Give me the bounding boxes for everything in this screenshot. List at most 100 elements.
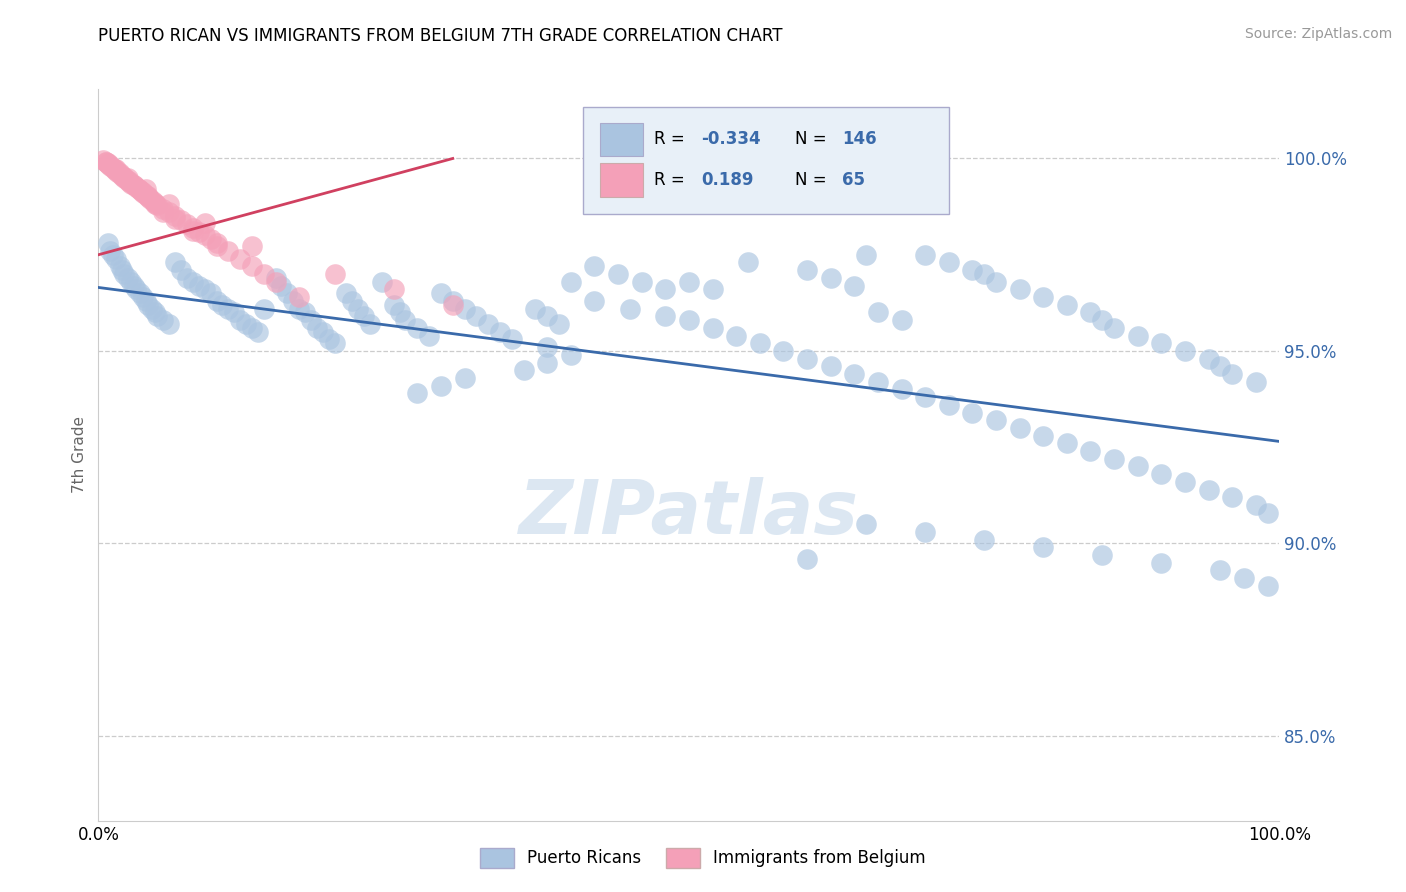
Point — [112, 170, 135, 185]
Point — [115, 172, 138, 186]
FancyBboxPatch shape — [600, 163, 643, 197]
Point — [143, 197, 166, 211]
Point — [678, 313, 700, 327]
Point — [121, 275, 143, 289]
Text: -0.334: -0.334 — [700, 130, 761, 148]
Point — [200, 232, 222, 246]
Point — [312, 325, 335, 339]
Point — [702, 282, 724, 296]
Point — [548, 317, 571, 331]
Point — [654, 310, 676, 324]
Point — [1056, 436, 1078, 450]
Point — [240, 239, 263, 253]
Text: 65: 65 — [842, 171, 866, 189]
Point — [607, 267, 630, 281]
Point — [143, 305, 166, 319]
Point — [117, 270, 139, 285]
Point — [318, 333, 340, 347]
Point — [235, 317, 257, 331]
Point — [388, 305, 411, 319]
Point — [283, 293, 305, 308]
Point — [962, 263, 984, 277]
Point — [1209, 359, 1232, 374]
Point — [1244, 498, 1267, 512]
Point — [678, 275, 700, 289]
Text: PUERTO RICAN VS IMMIGRANTS FROM BELGIUM 7TH GRADE CORRELATION CHART: PUERTO RICAN VS IMMIGRANTS FROM BELGIUM … — [98, 27, 783, 45]
Point — [128, 181, 150, 195]
Point — [128, 286, 150, 301]
Point — [205, 293, 228, 308]
Point — [112, 267, 135, 281]
Point — [176, 270, 198, 285]
Point — [104, 162, 127, 177]
Point — [108, 167, 131, 181]
Point — [288, 290, 311, 304]
Text: N =: N = — [796, 130, 832, 148]
Point — [1150, 336, 1173, 351]
Point — [890, 383, 912, 397]
Point — [536, 310, 558, 324]
Point — [276, 286, 298, 301]
Point — [820, 270, 842, 285]
Point — [536, 340, 558, 354]
Point — [737, 255, 759, 269]
Point — [240, 321, 263, 335]
Point — [1150, 556, 1173, 570]
Point — [501, 333, 523, 347]
Point — [94, 155, 117, 169]
Point — [111, 263, 134, 277]
Point — [152, 202, 174, 216]
Point — [406, 386, 429, 401]
Point — [1008, 421, 1031, 435]
Point — [129, 184, 152, 198]
Point — [128, 182, 150, 196]
Point — [1257, 506, 1279, 520]
Point — [253, 267, 276, 281]
Point — [796, 263, 818, 277]
Point — [135, 188, 157, 202]
Point — [294, 305, 316, 319]
Point — [288, 301, 311, 316]
Point — [465, 310, 488, 324]
Point — [170, 213, 193, 227]
Point — [820, 359, 842, 374]
Point — [111, 169, 134, 183]
Point — [165, 212, 187, 227]
Point — [654, 282, 676, 296]
Point — [323, 336, 346, 351]
Point — [1233, 571, 1256, 585]
Point — [98, 158, 121, 172]
Point — [121, 177, 143, 191]
Point — [205, 239, 228, 253]
Point — [1126, 328, 1149, 343]
Text: N =: N = — [796, 171, 832, 189]
Point — [1126, 459, 1149, 474]
Point — [132, 290, 155, 304]
Point — [406, 321, 429, 335]
Point — [796, 351, 818, 366]
Point — [157, 205, 180, 219]
Point — [619, 301, 641, 316]
Point — [984, 413, 1007, 427]
Point — [270, 278, 292, 293]
Point — [205, 236, 228, 251]
Point — [583, 260, 606, 274]
Point — [890, 313, 912, 327]
Point — [335, 286, 357, 301]
Point — [125, 282, 148, 296]
Point — [181, 224, 204, 238]
Point — [181, 275, 204, 289]
Point — [143, 195, 166, 210]
Point — [224, 305, 246, 319]
Point — [1091, 313, 1114, 327]
Point — [630, 275, 652, 289]
Point — [342, 293, 364, 308]
Y-axis label: 7th Grade: 7th Grade — [72, 417, 87, 493]
Point — [122, 278, 145, 293]
Point — [914, 248, 936, 262]
Point — [844, 278, 866, 293]
Point — [170, 263, 193, 277]
Point — [1032, 428, 1054, 442]
Point — [1209, 563, 1232, 577]
Point — [1080, 444, 1102, 458]
